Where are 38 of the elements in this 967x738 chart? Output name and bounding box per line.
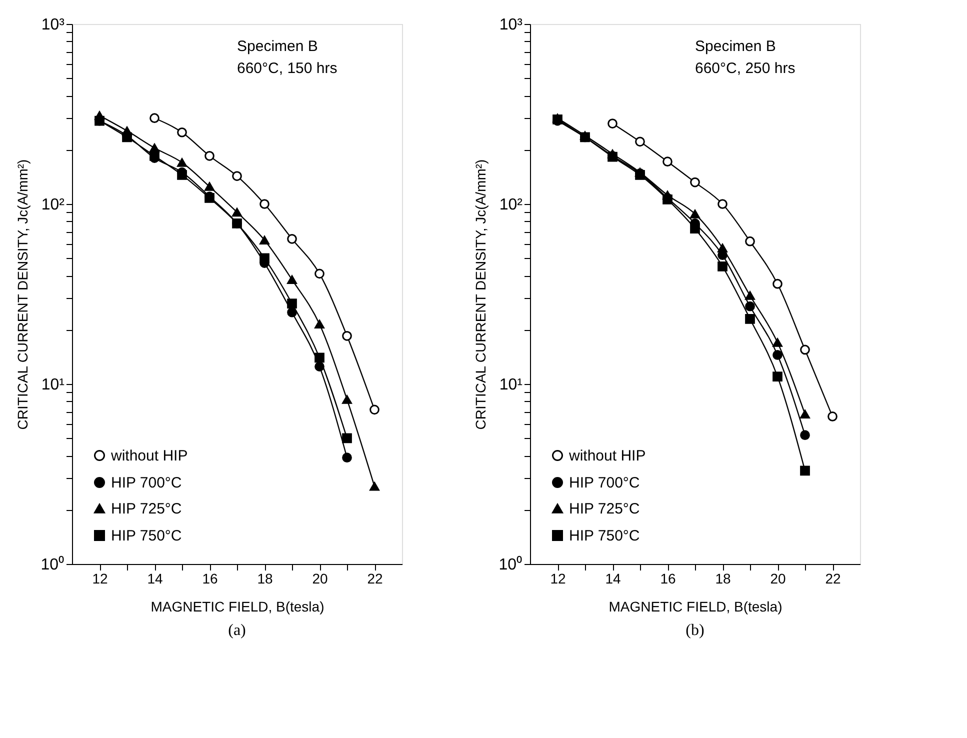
legend-label: HIP 700°C bbox=[569, 474, 640, 492]
x-axis-title: MAGNETIC FIELD, B(tesla) bbox=[608, 598, 782, 614]
x-axis-title: MAGNETIC FIELD, B(tesla) bbox=[150, 598, 324, 614]
y-tick-label: 10¹ bbox=[41, 376, 64, 394]
x-tick-label: 12 bbox=[550, 570, 566, 586]
y-tick-label: 10² bbox=[41, 196, 66, 214]
legend-label: without HIP bbox=[110, 448, 188, 464]
y-axis-title: CRITICAL CURRENT DENSITY, Jc(A/mm²) bbox=[14, 159, 31, 430]
text: (a) bbox=[228, 622, 246, 639]
legend-label: HIP 700°C bbox=[111, 474, 182, 492]
x-tick-label: 14 bbox=[605, 570, 621, 586]
y-tick-label: 10³ bbox=[499, 16, 524, 34]
y-tick-label: 10¹ bbox=[499, 376, 522, 394]
legend-label: HIP 725°C bbox=[111, 500, 182, 518]
text: (b) bbox=[686, 622, 704, 639]
annotation: Specimen B bbox=[237, 38, 318, 55]
annotation: 660°C, 150 hrs bbox=[237, 60, 338, 77]
x-tick-label: 20 bbox=[770, 570, 786, 586]
legend-label: HIP 750°C bbox=[569, 528, 640, 544]
x-tick-label: 16 bbox=[202, 570, 218, 586]
x-tick-label: 18 bbox=[715, 570, 731, 586]
x-tick-label: 22 bbox=[367, 570, 383, 586]
y-tick-label: 10³ bbox=[41, 16, 66, 34]
y-tick-label: 10² bbox=[499, 196, 524, 214]
x-tick-label: 18 bbox=[257, 570, 273, 586]
x-tick-label: 22 bbox=[825, 570, 841, 586]
legend-label: HIP 750°C bbox=[111, 528, 182, 544]
legend-label: HIP 725°C bbox=[569, 500, 640, 518]
y-tick-label: 10⁰ bbox=[40, 556, 64, 574]
x-tick-label: 14 bbox=[147, 570, 163, 586]
x-tick-label: 16 bbox=[660, 570, 676, 586]
x-tick-label: 12 bbox=[92, 570, 108, 586]
y-tick-label: 10⁰ bbox=[498, 556, 522, 574]
x-tick-label: 20 bbox=[312, 570, 328, 586]
legend-label: without HIP bbox=[568, 448, 646, 464]
y-axis-title: CRITICAL CURRENT DENSITY, Jc(A/mm²) bbox=[472, 159, 489, 430]
annotation: Specimen B bbox=[695, 38, 776, 55]
annotation: 660°C, 250 hrs bbox=[695, 60, 796, 77]
